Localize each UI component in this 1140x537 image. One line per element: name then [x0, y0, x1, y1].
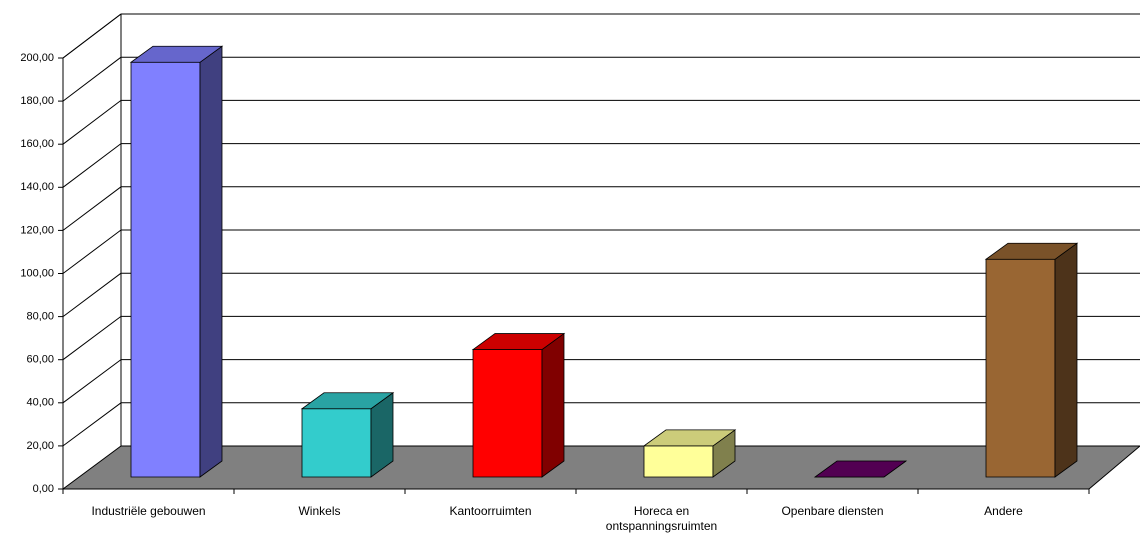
y-tick-label: 40,00 — [26, 397, 54, 409]
bar — [300, 391, 395, 478]
x-tick-label: Andere — [984, 504, 1023, 518]
y-tick-label: 20,00 — [26, 440, 54, 452]
side-grid-line — [62, 100, 122, 145]
side-grid-line — [62, 229, 122, 274]
bar — [642, 429, 737, 478]
side-grid-line — [62, 186, 122, 231]
side-grid-line — [62, 56, 122, 102]
bar-top — [300, 392, 395, 410]
y-tick-label: 120,00 — [20, 224, 54, 236]
bar-front — [130, 61, 201, 478]
bar — [984, 242, 1079, 478]
side-grid-line — [62, 272, 122, 318]
y-tick-label: 200,00 — [20, 52, 54, 64]
x-tick-label: Winkels — [298, 504, 341, 518]
bar — [813, 460, 908, 478]
x-tick-label: Openbare diensten — [781, 504, 884, 518]
y-tick-label: 160,00 — [20, 138, 54, 150]
bar-top — [471, 333, 566, 350]
bar-side — [199, 45, 223, 478]
floor — [61, 445, 1140, 490]
bar-top — [813, 460, 908, 478]
bar-side — [1054, 242, 1078, 478]
bar-front — [643, 445, 714, 478]
side-grid-line — [62, 143, 122, 188]
side-grid-line — [62, 359, 122, 404]
bar-front — [985, 258, 1056, 478]
bar-top — [129, 45, 224, 63]
bar-front — [301, 408, 372, 478]
x-tick-label: Kantoorruimten — [449, 504, 532, 518]
y-tick-label: 140,00 — [20, 181, 54, 193]
bar-top — [984, 242, 1079, 260]
y-tick-label: 100,00 — [20, 267, 54, 279]
y-tick-label: 180,00 — [20, 95, 54, 107]
x-tick-label: Horeca en ontspanningsruimten — [605, 504, 718, 533]
side-grid-line — [62, 315, 122, 361]
bar — [471, 332, 566, 478]
x-tick-label: Industriële gebouwen — [91, 504, 206, 518]
y-tick-label: 0,00 — [33, 483, 54, 495]
side-grid-line — [62, 13, 122, 59]
bar — [129, 45, 224, 478]
bar-top — [642, 429, 737, 447]
bar-front — [472, 349, 543, 478]
bar-side — [541, 332, 565, 478]
side-grid-line — [62, 402, 122, 447]
y-tick-label: 80,00 — [26, 311, 54, 323]
y-tick-label: 60,00 — [26, 354, 54, 366]
